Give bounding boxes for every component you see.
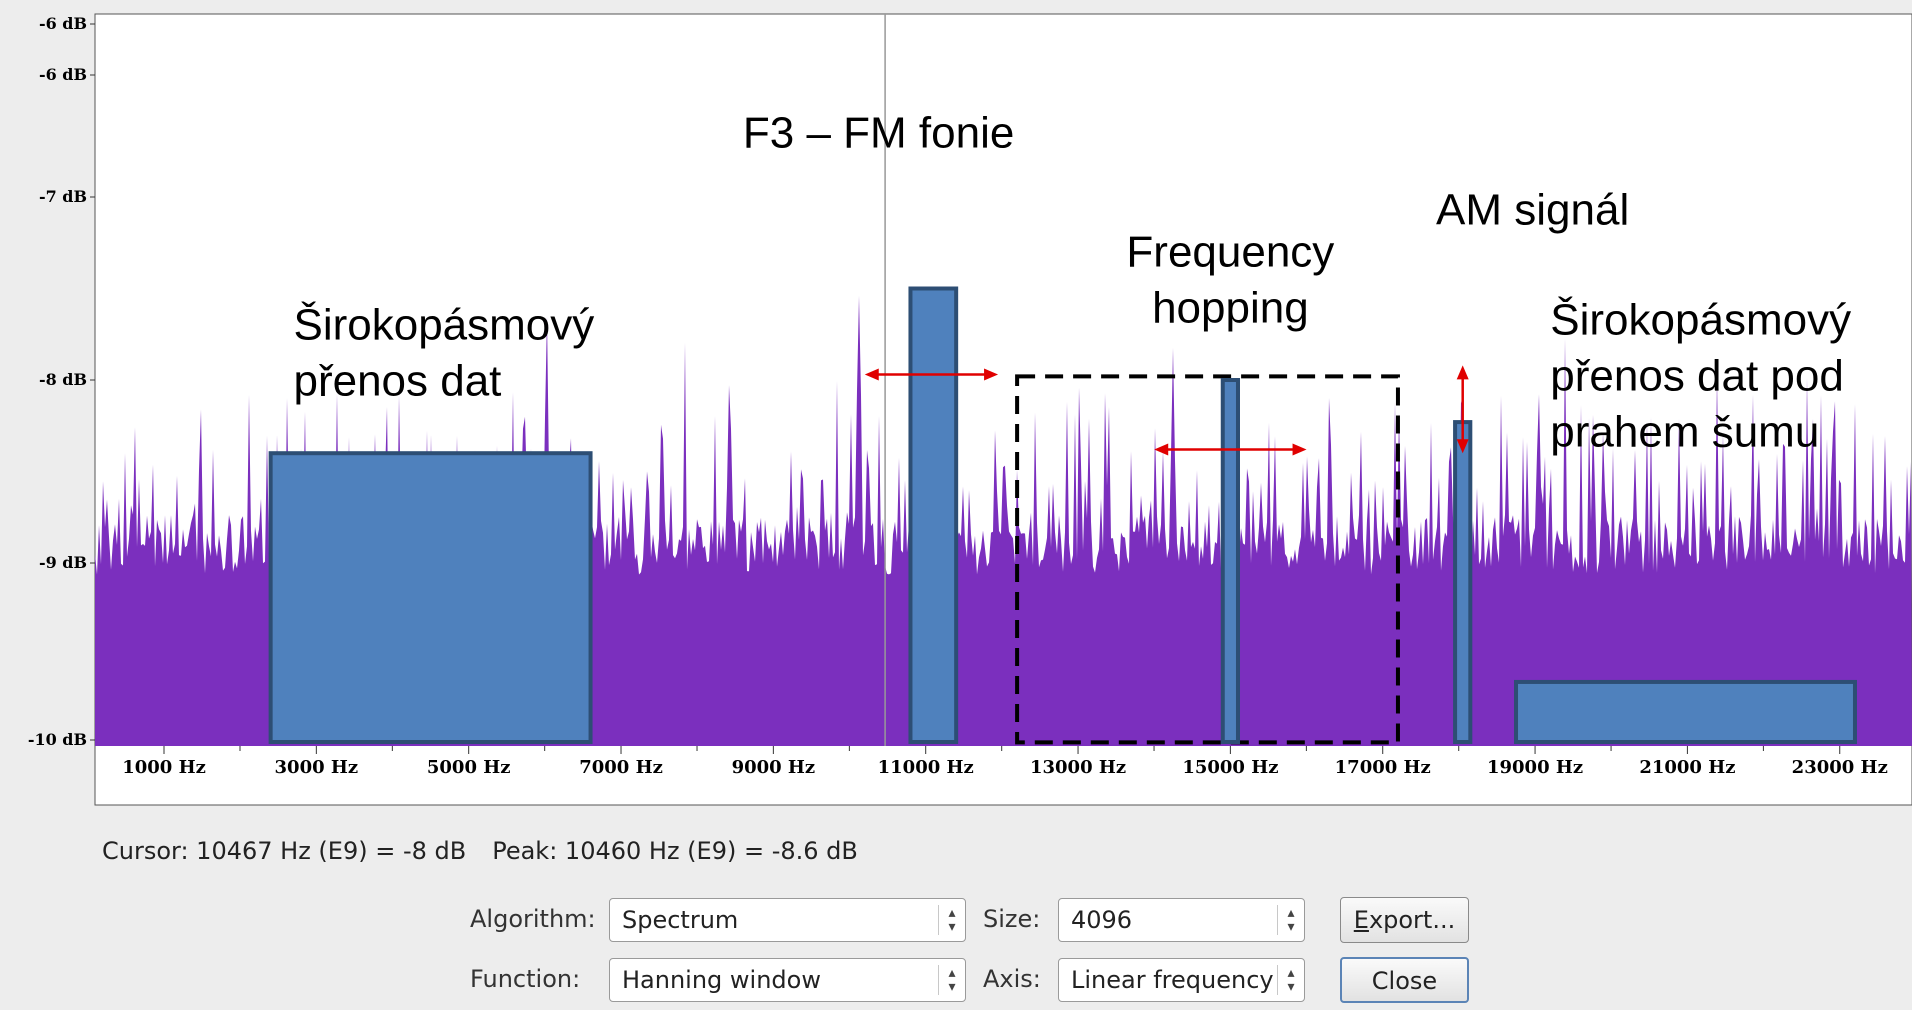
updown-arrows-icon: ▴ ▾ — [1277, 965, 1304, 995]
annotation-wideband: přenos dat — [293, 357, 501, 406]
size-label: Size: — [983, 905, 1041, 933]
x-tick-label: 5000 Hz — [427, 757, 511, 778]
hopping-region-box — [1015, 374, 1400, 745]
arrow-head-right — [1292, 443, 1307, 456]
annotation-hopping: Frequency — [1126, 228, 1334, 277]
x-tick-label: 23000 Hz — [1792, 757, 1888, 778]
updown-arrows-icon: ▴ ▾ — [1277, 905, 1304, 935]
updown-arrows-icon: ▴ ▾ — [938, 965, 965, 995]
cursor-readout: Cursor: 10467 Hz (E9) = -8 dB — [102, 837, 467, 865]
x-tick-label: 17000 Hz — [1335, 757, 1431, 778]
spectrum-chart[interactable]: -6 dB -6 dB -7 dB -8 dB -9 dB -10 dB 1000 Hz 30… — [0, 0, 1912, 810]
x-tick-label: 11000 Hz — [878, 757, 974, 778]
function-value: Hanning window — [622, 966, 821, 994]
x-tick-label: 15000 Hz — [1182, 757, 1278, 778]
signal-block-5 — [1514, 679, 1857, 745]
export-label-post: xport... — [1368, 906, 1456, 934]
y-tick-label: -8 dB — [39, 370, 87, 389]
export-label-mnemonic: E — [1353, 906, 1369, 934]
arrow-head-left — [864, 368, 879, 381]
size-value: 4096 — [1071, 906, 1133, 934]
updown-arrows-icon: ▴ ▾ — [938, 905, 965, 935]
status-bar: Cursor: 10467 Hz (E9) = -8 dB Peak: 10460… — [102, 837, 884, 865]
x-tick-label: 9000 Hz — [732, 757, 816, 778]
axis-select[interactable]: Linear frequency ▴ ▾ — [1058, 958, 1305, 1002]
x-tick-label: 1000 Hz — [122, 757, 206, 778]
annotation-fm: F3 – FM fonie — [743, 109, 1014, 158]
y-tick-label: -7 dB — [39, 187, 87, 206]
annotation-am: AM signál — [1436, 185, 1629, 234]
arrow-head-left — [1154, 443, 1169, 456]
arrow-head-up — [1456, 365, 1469, 380]
spectrum-plot[interactable]: -6 dB -6 dB -7 dB -8 dB -9 dB -10 dB 1000 Hz 30… — [0, 0, 1912, 810]
signal-block-2 — [908, 286, 959, 744]
axis-label: Axis: — [983, 965, 1041, 993]
y-tick-label: -6 dB — [39, 14, 87, 33]
signal-block-3 — [1220, 378, 1240, 744]
arrow-head-down — [1456, 439, 1469, 454]
arrow-head-right — [984, 368, 999, 381]
annotation-below-noise: prahem šumu — [1550, 407, 1819, 456]
function-label: Function: — [470, 965, 581, 993]
export-button[interactable]: Export... — [1340, 897, 1469, 943]
annotation-below-noise: Širokopásmový — [1550, 294, 1851, 344]
annotation-below-noise: přenos dat pod — [1550, 351, 1844, 400]
x-tick-label: 19000 Hz — [1487, 757, 1583, 778]
x-tick-label: 13000 Hz — [1030, 757, 1126, 778]
algorithm-select[interactable]: Spectrum ▴ ▾ — [609, 898, 966, 942]
y-tick-label: -9 dB — [39, 553, 87, 572]
function-select[interactable]: Hanning window ▴ ▾ — [609, 958, 966, 1002]
signal-block-1 — [268, 451, 593, 744]
annotation-wideband: Širokopásmový — [293, 300, 594, 350]
x-tick-label: 3000 Hz — [275, 757, 359, 778]
x-tick-label: 21000 Hz — [1639, 757, 1735, 778]
y-tick-label: -6 dB — [39, 65, 87, 84]
size-select[interactable]: 4096 ▴ ▾ — [1058, 898, 1305, 942]
annotation-hopping: hopping — [1152, 284, 1309, 333]
algorithm-label: Algorithm: — [470, 905, 596, 933]
close-button[interactable]: Close — [1340, 957, 1469, 1003]
signal-block-4 — [1453, 420, 1473, 744]
x-tick-label: 7000 Hz — [579, 757, 663, 778]
peak-readout: Peak: 10460 Hz (E9) = -8.6 dB — [492, 837, 858, 865]
y-tick-label: -10 dB — [28, 730, 87, 749]
axis-value: Linear frequency — [1071, 966, 1274, 994]
algorithm-value: Spectrum — [622, 906, 739, 934]
